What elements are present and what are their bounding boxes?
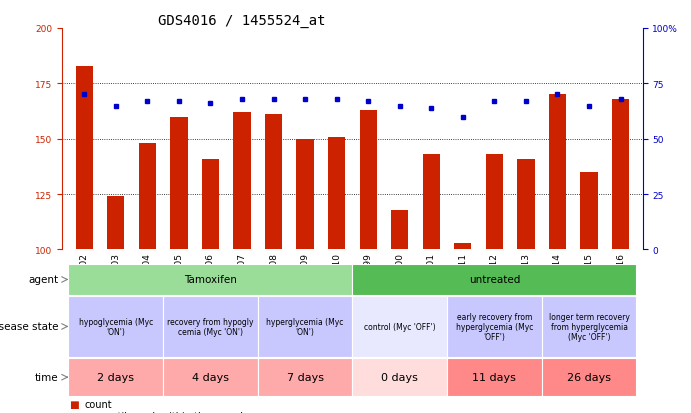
Bar [202,159,219,250]
Bar [258,358,352,396]
Text: 7 days: 7 days [287,372,323,382]
Bar [352,296,447,357]
Text: percentile rank within the sample: percentile rank within the sample [84,411,249,413]
Text: early recovery from
hyperglycemia (Myc
'OFF'): early recovery from hyperglycemia (Myc '… [455,312,533,342]
Bar [328,137,346,250]
Bar [447,296,542,357]
Bar [580,173,598,250]
Bar [486,155,503,250]
Bar [542,358,636,396]
Text: recovery from hypogly
cemia (Myc 'ON'): recovery from hypogly cemia (Myc 'ON') [167,317,254,336]
Text: agent: agent [28,275,59,285]
Bar [454,243,471,250]
Text: disease state: disease state [0,322,59,332]
Bar [352,358,447,396]
Bar [258,296,352,357]
Text: ■: ■ [69,399,79,408]
Text: count: count [84,399,112,408]
Bar [612,100,630,250]
Bar [163,296,258,357]
Text: longer term recovery
from hyperglycemia
(Myc 'OFF'): longer term recovery from hyperglycemia … [549,312,630,342]
Bar [68,358,163,396]
Bar [139,144,156,250]
Bar [265,115,282,250]
Text: 11 days: 11 days [473,372,516,382]
Bar [68,296,163,357]
Bar [170,117,187,250]
Text: ■: ■ [69,411,79,413]
Text: hypoglycemia (Myc
'ON'): hypoglycemia (Myc 'ON') [79,317,153,336]
Bar [352,264,636,295]
Bar [107,197,124,250]
Bar [359,111,377,250]
Text: GDS4016 / 1455524_at: GDS4016 / 1455524_at [158,14,325,28]
Bar [423,155,440,250]
Text: control (Myc 'OFF'): control (Myc 'OFF') [364,322,435,331]
Bar [296,140,314,250]
Text: 4 days: 4 days [192,372,229,382]
Bar [391,210,408,250]
Text: 0 days: 0 days [381,372,418,382]
Text: Tamoxifen: Tamoxifen [184,275,237,285]
Text: 2 days: 2 days [97,372,134,382]
Text: untreated: untreated [468,275,520,285]
Bar [447,358,542,396]
Bar [542,296,636,357]
Text: time: time [35,372,59,382]
Bar [163,358,258,396]
Bar [75,66,93,250]
Bar [518,159,535,250]
Bar [68,264,352,295]
Text: hyperglycemia (Myc
'ON'): hyperglycemia (Myc 'ON') [267,317,344,336]
Bar [234,113,251,250]
Text: 26 days: 26 days [567,372,611,382]
Bar [549,95,566,250]
